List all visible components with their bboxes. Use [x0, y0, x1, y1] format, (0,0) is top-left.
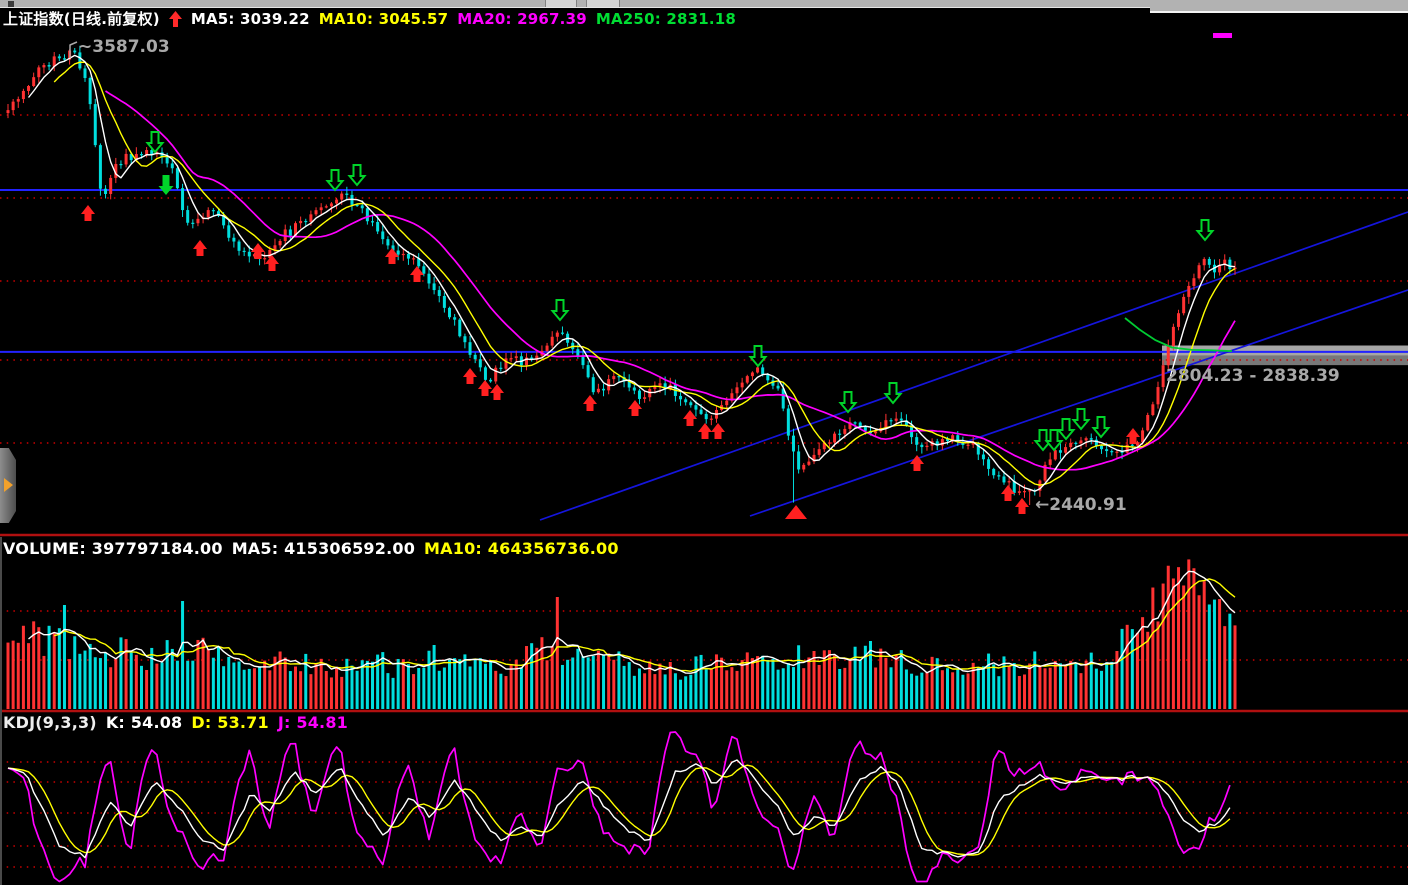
kdj-title: KDJ(9,3,3) — [3, 713, 97, 732]
panel-expander-tab[interactable] — [0, 448, 16, 523]
blue-lines — [0, 188, 1408, 521]
ma10-value: MA10: 3045.57 — [318, 9, 449, 28]
kdj-j-value: J: 54.81 — [277, 713, 348, 732]
peak-price-annotation: ~3587.03 — [78, 37, 170, 57]
signal-markers — [81, 131, 1215, 519]
symbol-title: 上证指数(日线.前复权) — [3, 10, 160, 28]
chart-header: 上证指数(日线.前复权) MA5: 3039.22 MA10: 3045.57 … — [3, 8, 736, 29]
toolbar-strip-right — [1150, 0, 1408, 13]
panel-borders — [0, 533, 1408, 885]
volume-ma10-value: MA10: 464356736.00 — [424, 539, 619, 558]
up-arrow-icon — [168, 10, 182, 27]
low-price-annotation: ←2440.91 — [1035, 495, 1127, 515]
gridlines — [0, 114, 1408, 868]
ma5-value: MA5: 3039.22 — [190, 9, 310, 28]
gap-range-annotation: 2804.23 - 2838.39 — [1166, 366, 1340, 386]
kdj-layer — [7, 731, 1231, 883]
kdj-d-value: D: 53.71 — [191, 713, 269, 732]
toolbar-strip — [0, 0, 1408, 8]
volume-layer — [6, 559, 1237, 709]
toolbar-segment — [545, 0, 577, 7]
volume-ma5-value: MA5: 415306592.00 — [231, 539, 416, 558]
toolbar-notch — [8, 1, 14, 7]
drawing-annotation-dash — [1213, 33, 1232, 38]
gap-zone — [1162, 345, 1408, 366]
volume-header: VOLUME: 397797184.00 MA5: 415306592.00 M… — [3, 539, 619, 558]
toolbar-segment — [586, 0, 620, 7]
ma20-value: MA20: 2967.39 — [457, 9, 587, 28]
kdj-header: KDJ(9,3,3) K: 54.08 D: 53.71 J: 54.81 — [3, 713, 348, 732]
volume-value: VOLUME: 397797184.00 — [3, 539, 223, 558]
price-ma-layer — [27, 41, 1236, 492]
kdj-k-value: K: 54.08 — [105, 713, 183, 732]
ma250-value: MA250: 2831.18 — [595, 9, 737, 28]
expand-arrow-icon — [4, 478, 13, 492]
